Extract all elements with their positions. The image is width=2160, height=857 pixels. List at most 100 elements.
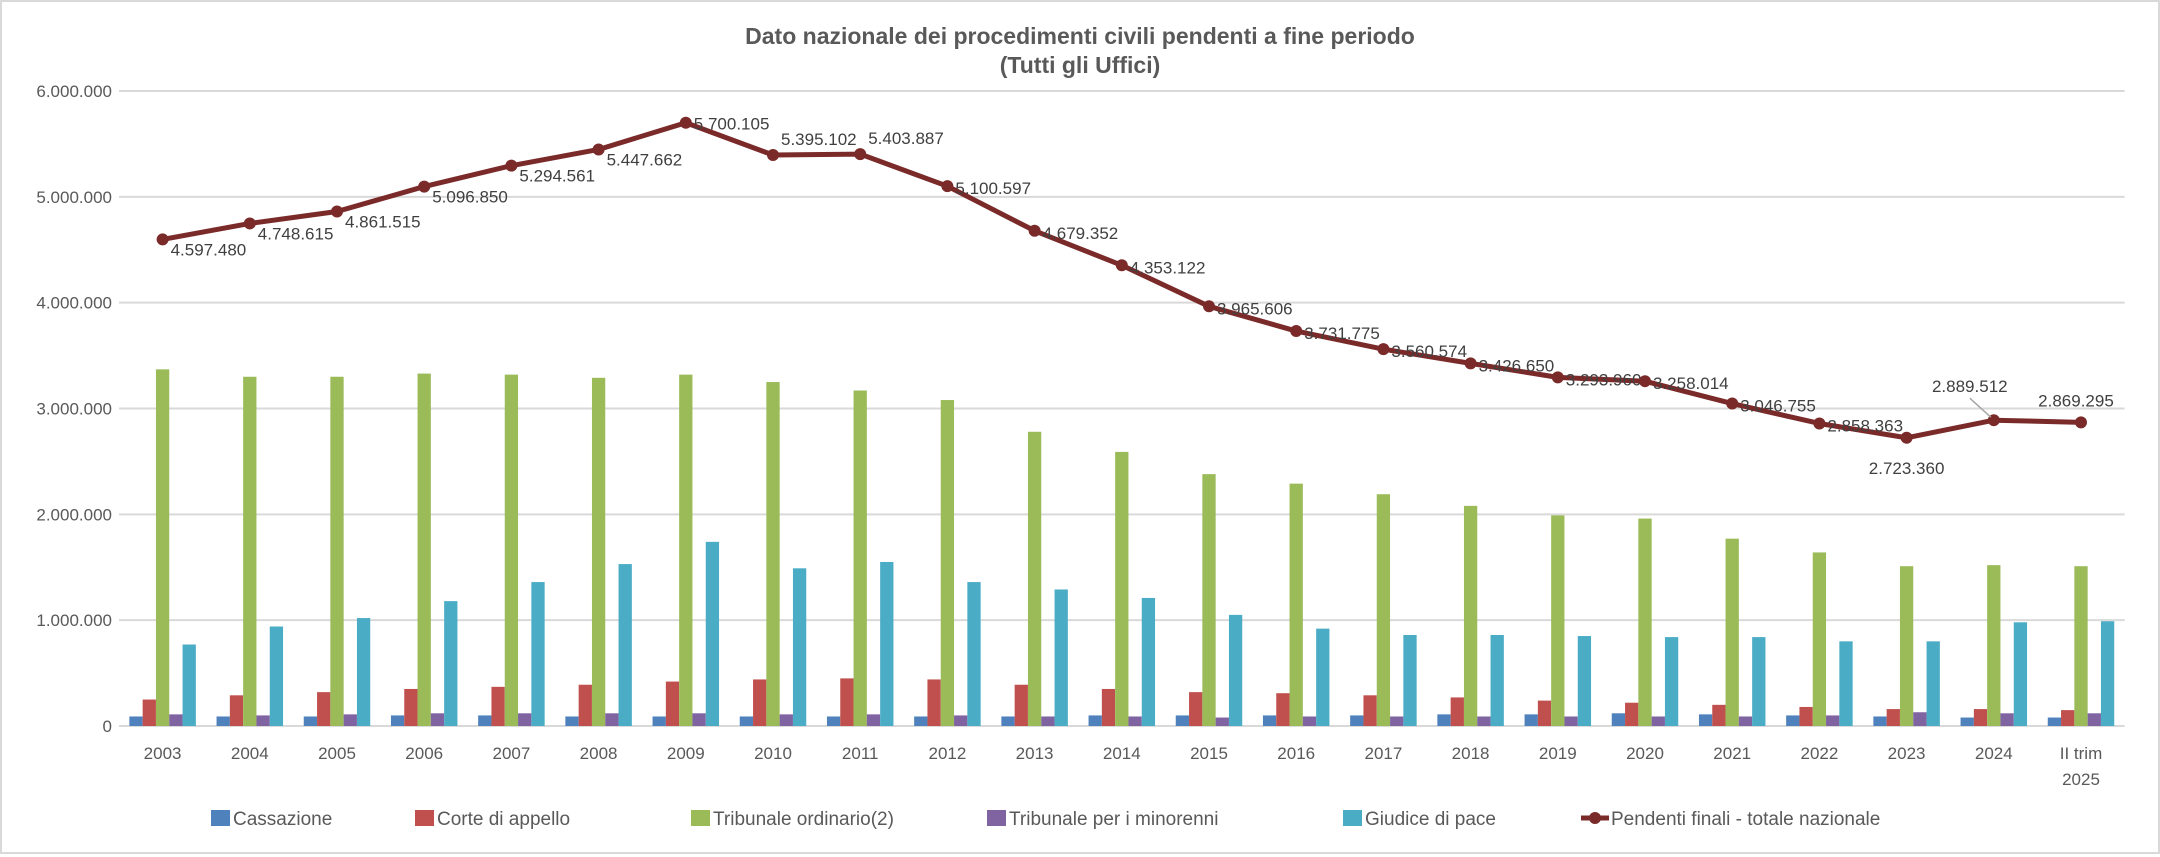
bar-tribunale-per-i-minorenni — [1477, 716, 1491, 726]
legend-label: Giudice di pace — [1365, 809, 1496, 830]
bar-tribunale-ordinario-2- — [1463, 505, 1478, 726]
data-label: 5.447.662 — [607, 150, 683, 169]
bar-tribunale-per-i-minorenni — [1564, 716, 1578, 726]
bar-cassazione — [652, 716, 666, 726]
bar-giudice-di-pace — [1316, 628, 1330, 726]
bar-tribunale-per-i-minorenni — [256, 715, 270, 726]
legend-label: Corte di appello — [437, 809, 570, 830]
bar-tribunale-ordinario-2- — [1725, 538, 1739, 726]
legend-swatch — [415, 810, 434, 826]
bar-tribunale-ordinario-2- — [243, 376, 257, 726]
bar-corte-di-appello — [404, 688, 418, 726]
x-tick-label: 2014 — [1103, 744, 1141, 763]
line-point — [1639, 375, 1651, 388]
bar-tribunale-per-i-minorenni — [2087, 713, 2101, 726]
x-tick-label: 2019 — [1539, 744, 1577, 763]
bar-corte-di-appello — [578, 684, 592, 726]
bar-cassazione — [303, 716, 318, 726]
bar-tribunale-ordinario-2- — [1376, 494, 1391, 726]
bar-tribunale-per-i-minorenni — [1826, 715, 1840, 726]
legend-swatch — [987, 810, 1006, 826]
bar-cassazione — [1698, 714, 1713, 726]
line-point — [1464, 357, 1477, 370]
bar-tribunale-ordinario-2- — [1987, 565, 2001, 726]
bar-tribunale-ordinario-2- — [1289, 483, 1303, 726]
legend-item: Tribunale per i minorenni — [987, 809, 1218, 830]
bar-tribunale-ordinario-2- — [1551, 515, 1565, 726]
bar-tribunale-ordinario-2- — [1027, 431, 1042, 726]
x-tick-label: 2016 — [1277, 744, 1315, 763]
data-label: 4.679.352 — [1043, 224, 1119, 243]
bar-tribunale-ordinario-2- — [853, 390, 867, 726]
bar-cassazione — [739, 716, 754, 726]
bar-tribunale-per-i-minorenni — [1302, 716, 1317, 726]
bar-giudice-di-pace — [705, 541, 720, 726]
data-label: 2.858.363 — [1827, 416, 1903, 435]
legend-label: Cassazione — [233, 809, 332, 830]
bar-cassazione — [1262, 715, 1277, 726]
bar-giudice-di-pace — [1054, 589, 1068, 726]
bar-giudice-di-pace — [792, 568, 807, 726]
data-label: 4.748.615 — [258, 224, 334, 243]
y-tick-label: 2.000.000 — [36, 505, 112, 524]
bar-giudice-di-pace — [1490, 634, 1504, 726]
y-tick-label: 1.000.000 — [36, 611, 112, 630]
bar-cassazione — [1524, 714, 1538, 726]
bar-tribunale-per-i-minorenni — [2000, 713, 2014, 726]
bar-cassazione — [129, 716, 143, 726]
legend-item: Giudice di pace — [1343, 809, 1496, 830]
bar-corte-di-appello — [1886, 709, 1900, 726]
x-tick-label: 2020 — [1626, 744, 1664, 763]
data-label: 5.294.561 — [519, 167, 595, 186]
line-point — [418, 180, 431, 193]
bar-giudice-di-pace — [2100, 621, 2115, 726]
bar-tribunale-per-i-minorenni — [1913, 712, 1927, 726]
bar-tribunale-per-i-minorenni — [605, 713, 619, 726]
line-point — [1115, 259, 1128, 272]
bar-corte-di-appello — [317, 692, 331, 726]
bar-tribunale-per-i-minorenni — [343, 714, 357, 726]
data-label: 2.723.360 — [1869, 459, 1945, 478]
bar-cassazione — [1611, 713, 1626, 726]
legend-swatch — [691, 810, 710, 826]
x-tick-label: 2003 — [144, 744, 182, 763]
bar-giudice-di-pace — [1664, 637, 1679, 726]
bar-tribunale-ordinario-2- — [1638, 518, 1652, 726]
bar-giudice-di-pace — [1141, 597, 1156, 726]
bar-tribunale-ordinario-2- — [1115, 451, 1129, 726]
data-label: 4.597.480 — [171, 240, 247, 259]
bar-cassazione — [1001, 716, 1015, 726]
bar-corte-di-appello — [1973, 709, 1988, 726]
bar-tribunale-per-i-minorenni — [169, 714, 183, 726]
bar-cassazione — [1437, 714, 1451, 726]
bar-tribunale-per-i-minorenni — [1651, 716, 1665, 726]
line-point — [767, 149, 779, 162]
line-point — [1203, 300, 1215, 313]
bar-corte-di-appello — [1799, 706, 1813, 726]
bar-corte-di-appello — [2061, 710, 2075, 726]
bar-giudice-di-pace — [880, 561, 894, 726]
bar-corte-di-appello — [1101, 688, 1116, 726]
legend-label: Tribunale ordinario(2) — [713, 809, 894, 830]
line-point — [505, 159, 518, 172]
line-point — [1290, 325, 1303, 338]
bar-giudice-di-pace — [269, 626, 284, 726]
bar-tribunale-per-i-minorenni — [518, 713, 532, 726]
data-label: 3.426.650 — [1479, 356, 1555, 375]
bar-giudice-di-pace — [444, 601, 458, 726]
line-point — [1813, 417, 1826, 430]
x-tick-label: 2005 — [318, 744, 356, 763]
x-tick-label: 2017 — [1364, 744, 1402, 763]
data-label: 5.395.102 — [781, 130, 857, 149]
bar-corte-di-appello — [753, 679, 767, 726]
bar-giudice-di-pace — [2013, 622, 2028, 726]
bar-tribunale-per-i-minorenni — [692, 713, 706, 726]
bar-giudice-di-pace — [531, 582, 545, 726]
bar-corte-di-appello — [1014, 684, 1028, 726]
bar-tribunale-ordinario-2- — [1202, 474, 1216, 726]
chart-subtitle: (Tutti gli Uffici) — [1000, 52, 1161, 78]
data-label: 3.731.775 — [1304, 324, 1380, 343]
bar-corte-di-appello — [665, 681, 680, 726]
leader-line — [1969, 397, 1992, 418]
line-point — [592, 143, 605, 156]
